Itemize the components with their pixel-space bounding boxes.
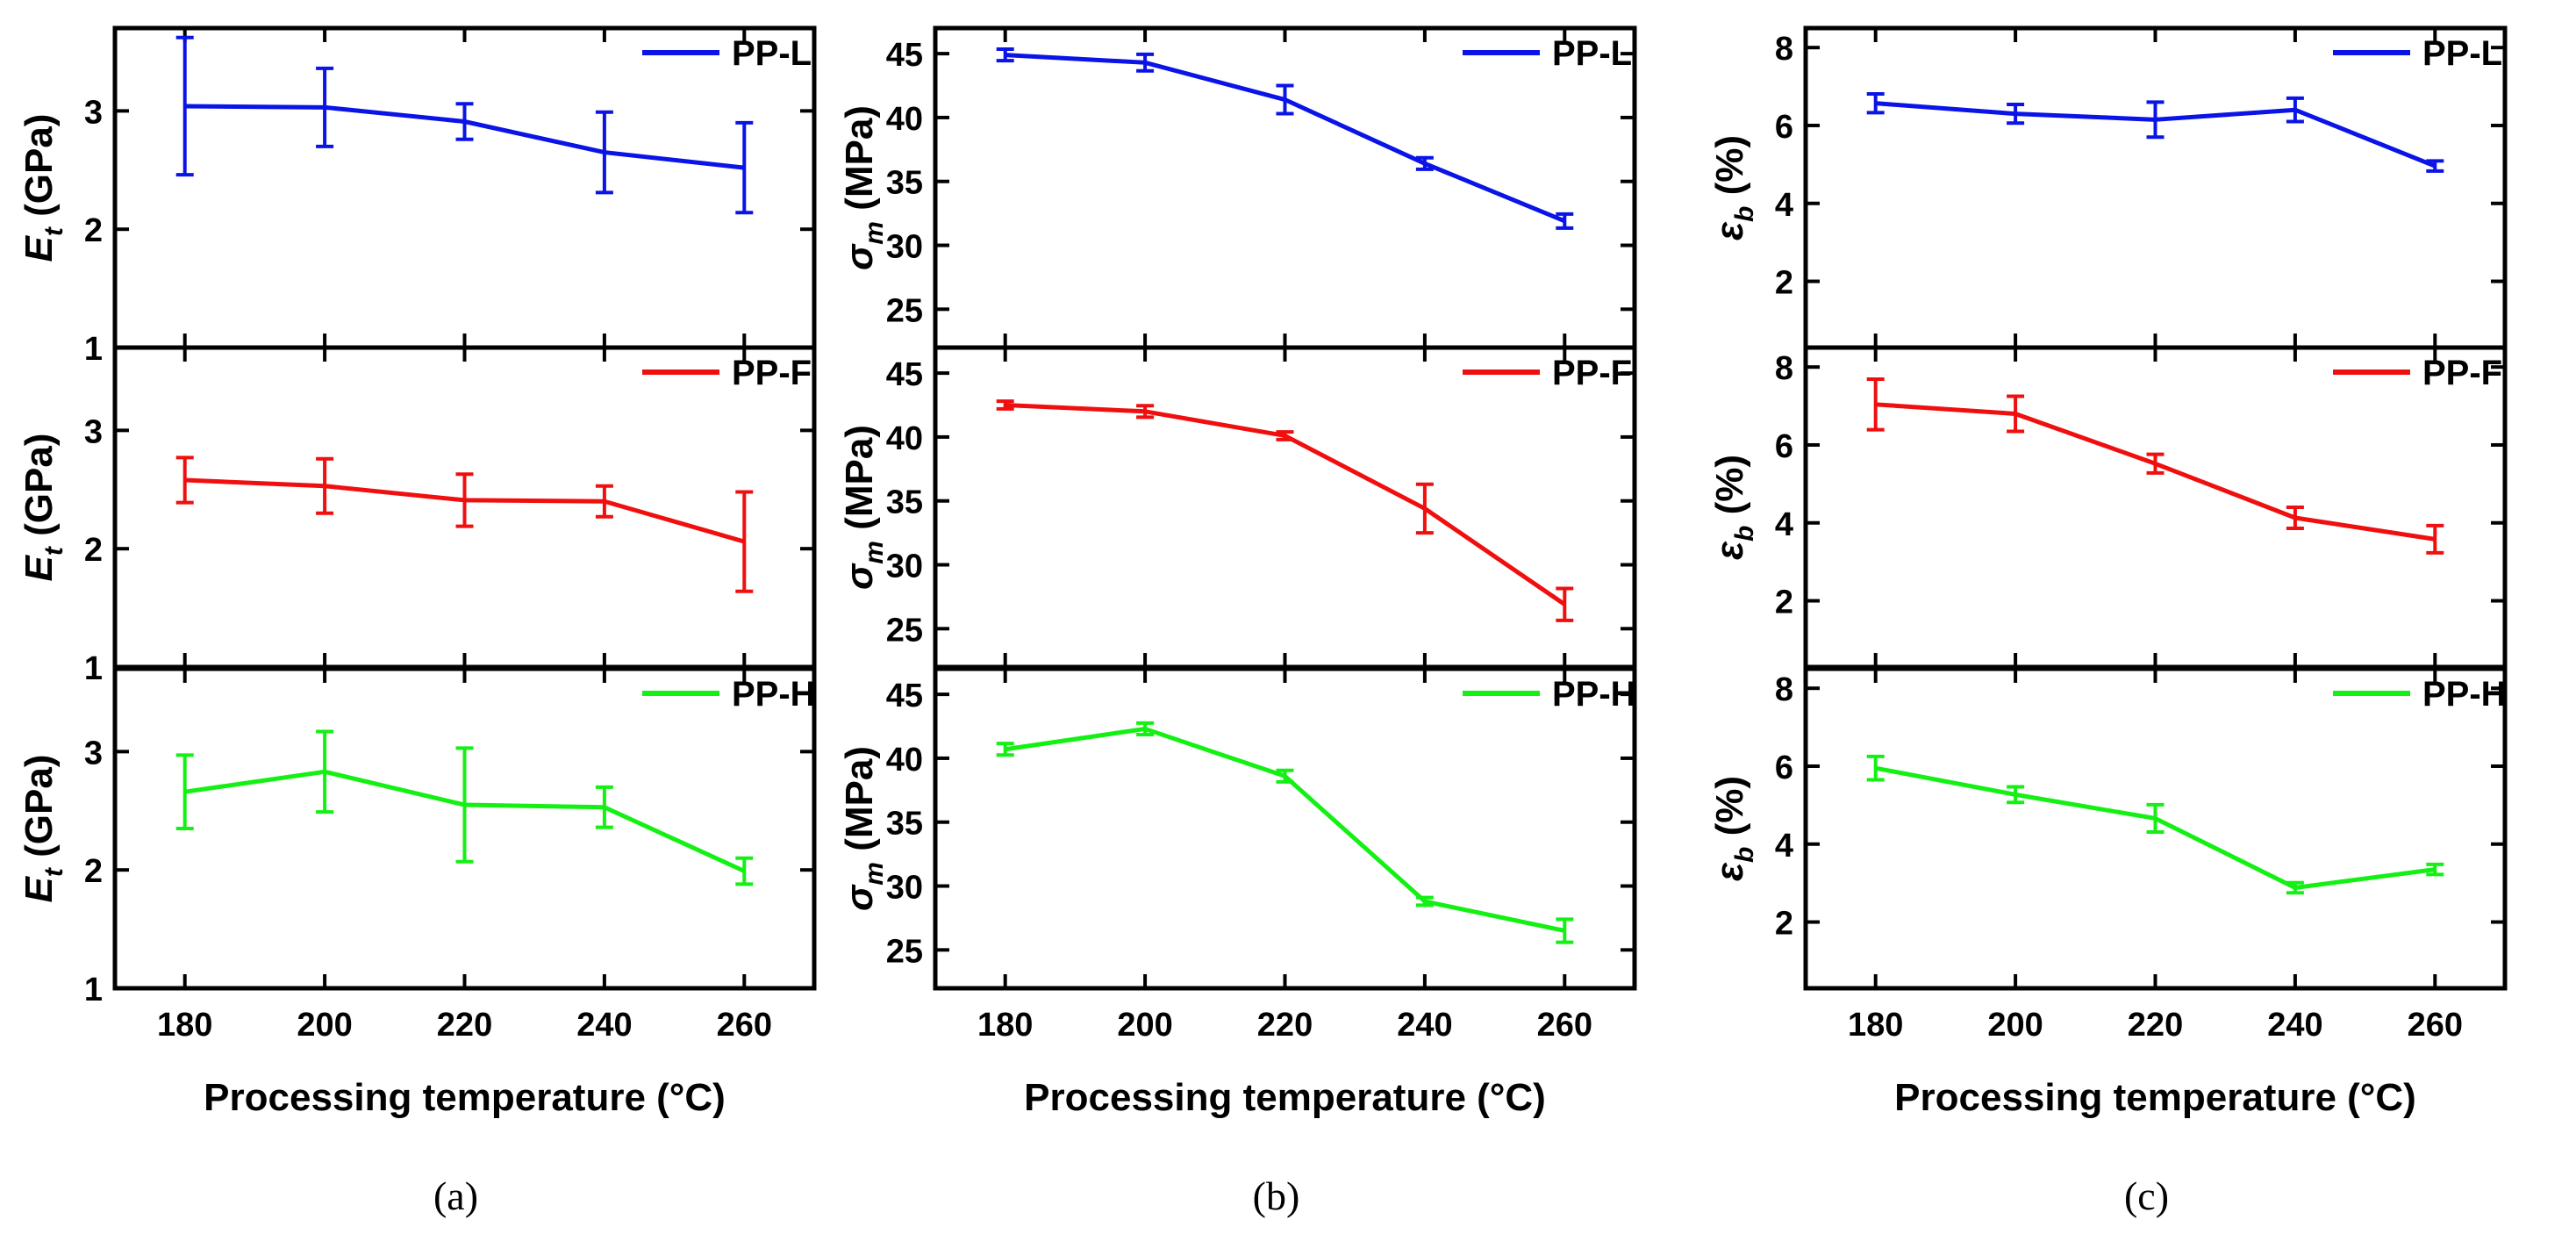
y-axis-label: εb (%) [1708,455,1759,560]
panel-caption: (b) [1253,1173,1300,1218]
y-tick-label: 2 [84,853,103,890]
x-tick-label: 240 [576,1007,632,1044]
series-line-pp-h [1005,726,1565,933]
legend-label: PP-F [2422,354,2502,392]
y-tick-label: 35 [886,806,923,843]
y-tick-label: 40 [886,420,923,457]
panel-c: 2 4 6 8 εb (%) PP-L 2 4 6 8 εb (%) PP-F 2 4 6 8 εb (%) PP… [1708,25,2508,1218]
x-tick-label: 260 [717,1007,772,1044]
x-tick-label: 200 [297,1007,352,1044]
y-tick-label: 30 [886,870,923,907]
x-tick-label: 240 [2267,1007,2322,1044]
y-axis-label: σm (MPa) [838,105,889,270]
y-tick-label: 1 [84,650,103,687]
legend-label: PP-F [1552,354,1632,392]
y-tick-label: 25 [886,612,923,649]
x-tick-label: 220 [437,1007,492,1044]
panel-b: 25 30 35 40 45 σm (MPa) PP-L 25 30 35 40 45 σm (MPa)… [838,25,1637,1218]
legend-label: PP-L [2422,34,2502,73]
legend-label: PP-L [1552,34,1632,73]
y-tick-label: 40 [886,742,923,778]
y-tick-label: 6 [1775,750,1793,786]
x-tick-label: 260 [1537,1007,1592,1044]
legend-label: PP-H [2422,675,2507,714]
legend-label: PP-F [732,354,812,392]
y-tick-label: 1 [84,972,103,1008]
y-tick-label: 3 [84,413,103,450]
panel-a: 1 2 3 Et (GPa) PP-L 1 2 3 Et (GPa) PP-F 1 2 3 Et (GPa… [18,25,817,1218]
y-tick-label: 35 [886,484,923,521]
y-tick-label: 8 [1775,31,1793,68]
x-tick-label: 200 [1117,1007,1172,1044]
y-tick-label: 25 [886,933,923,970]
y-axis-label: εb (%) [1708,776,1759,881]
y-tick-label: 45 [886,356,923,393]
y-tick-label: 3 [84,94,103,131]
x-tick-label: 180 [157,1007,212,1044]
y-tick-label: 4 [1775,187,1793,224]
plot-frame [1803,345,2508,670]
plot-frame [112,25,817,350]
y-tick-label: 8 [1775,350,1793,387]
x-axis-label: Processing temperature (°C) [1024,1076,1546,1119]
legend-label: PP-H [1552,675,1636,714]
x-tick-label: 180 [1848,1007,1903,1044]
y-tick-label: 8 [1775,671,1793,708]
y-tick-label: 6 [1775,428,1793,465]
y-tick-label: 2 [1775,906,1793,943]
y-tick-label: 2 [1775,585,1793,621]
y-tick-label: 2 [84,532,103,569]
y-tick-label: 25 [886,292,923,329]
y-tick-label: 45 [886,678,923,714]
x-axis-label: Processing temperature (°C) [1894,1076,2416,1119]
y-tick-label: 2 [84,212,103,249]
y-tick-label: 1 [84,331,103,368]
y-tick-label: 35 [886,165,923,202]
y-tick-label: 4 [1775,506,1793,543]
y-axis-label: σm (MPa) [838,746,889,911]
y-tick-label: 2 [1775,265,1793,302]
plot-frame [1803,25,2508,350]
plot-frame [933,25,1637,350]
legend-label: PP-L [732,34,812,73]
y-tick-label: 30 [886,229,923,266]
legend-label: PP-H [732,675,816,714]
panel-caption: (a) [433,1173,478,1218]
x-axis-label: Processing temperature (°C) [204,1076,726,1119]
x-tick-label: 200 [1987,1007,2043,1044]
y-tick-label: 6 [1775,109,1793,146]
plot-frame [933,666,1637,991]
series-line-pp-l [1005,53,1566,224]
y-axis-label: σm (MPa) [838,425,889,590]
x-tick-label: 240 [1397,1007,1452,1044]
y-tick-label: 40 [886,101,923,138]
x-tick-label: 260 [2408,1007,2463,1044]
y-tick-label: 3 [84,735,103,771]
y-axis-label: εb (%) [1708,135,1759,240]
x-tick-label: 180 [977,1007,1033,1044]
y-tick-label: 4 [1775,828,1793,865]
y-axis-label: Et (GPa) [18,114,68,262]
panel-caption: (c) [2124,1173,2169,1218]
x-tick-label: 220 [1257,1007,1313,1044]
y-axis-label: Et (GPa) [18,434,68,582]
y-tick-label: 45 [886,37,923,74]
y-axis-label: Et (GPa) [18,755,68,903]
plot-frame [933,345,1637,670]
y-tick-label: 30 [886,549,923,585]
x-tick-label: 220 [2128,1007,2183,1044]
